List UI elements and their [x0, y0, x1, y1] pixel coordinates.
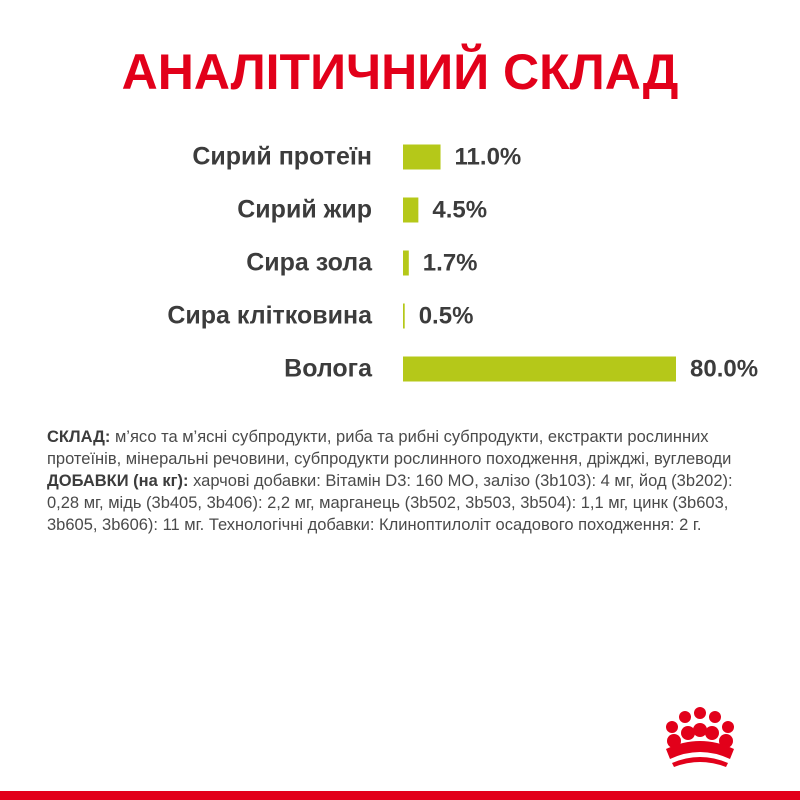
chart: АНАЛІТИЧНИЙ СКЛАД Сирий протеїн 11.0% Сири… — [122, 43, 758, 383]
additives-text: харчові добавки: Вітамін D3: 160 МО, зал… — [47, 472, 733, 534]
value-label: 0.5% — [419, 302, 474, 329]
bar — [403, 197, 419, 223]
value-label: 80.0% — [690, 355, 758, 382]
bar — [403, 144, 441, 170]
composition-label: СКЛАД: — [47, 428, 111, 446]
bar — [403, 303, 405, 329]
value-label: 4.5% — [432, 196, 487, 223]
category-label: Сирий протеїн — [192, 143, 372, 171]
bar — [403, 356, 676, 382]
additives: ДОБАВКИ (на кг): харчові добавки: Вітамі… — [47, 470, 762, 536]
chart-title: АНАЛІТИЧНИЙ СКЛАД — [122, 43, 679, 100]
additives-label: ДОБАВКИ (на кг): — [47, 472, 189, 490]
ingredients: СКЛАД: м’ясо та м’ясні субпродукти, риба… — [47, 426, 762, 536]
bar — [403, 250, 409, 276]
composition: СКЛАД: м’ясо та м’ясні субпродукти, риба… — [47, 426, 762, 470]
category-label: Волога — [284, 355, 373, 383]
bottom-line — [0, 791, 800, 800]
category-label: Сирий жир — [237, 196, 372, 224]
logo — [666, 707, 734, 767]
value-label: 1.7% — [423, 249, 478, 276]
value-label: 11.0% — [455, 143, 522, 170]
category-label: Сира зола — [246, 249, 373, 277]
category-label: Сира клітковина — [167, 302, 373, 330]
composition-text: м’ясо та м’ясні субпродукти, риба та риб… — [47, 428, 732, 468]
